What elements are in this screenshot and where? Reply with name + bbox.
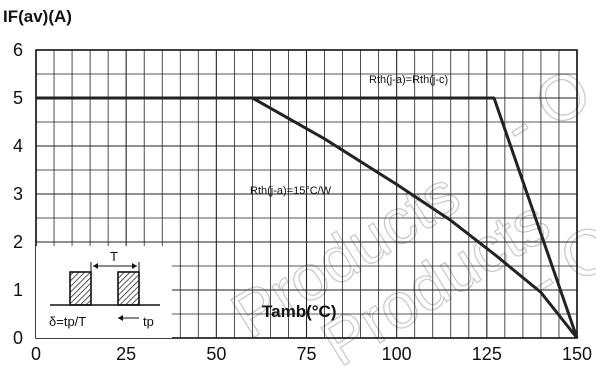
x-tick-25: 25 <box>116 344 136 364</box>
pulse-2 <box>117 271 140 306</box>
y-tick-5: 5 <box>13 88 23 108</box>
x-tick-0: 0 <box>31 344 41 364</box>
x-tick-125: 125 <box>472 344 502 364</box>
x-tick-labels: 0 25 50 75 100 125 150 <box>31 344 592 364</box>
period-label: T <box>110 249 118 264</box>
series-line-2 <box>36 96 579 339</box>
plot-frame <box>35 49 578 339</box>
x-tick-100: 100 <box>382 344 412 364</box>
pulse-width-arrow <box>118 315 123 321</box>
y-tick-2: 2 <box>13 232 23 252</box>
y-axis-label: IF(av)(A) <box>3 7 72 26</box>
y-tick-1: 1 <box>13 280 23 300</box>
series-group <box>36 96 579 339</box>
duty-cycle-label: δ=tp/T <box>49 314 86 329</box>
period-bracket <box>90 262 140 272</box>
x-axis-label: Tamb(°C) <box>262 302 336 321</box>
y-tick-labels: 0 1 2 3 4 5 6 <box>13 40 23 348</box>
y-tick-4: 4 <box>13 136 23 156</box>
y-tick-3: 3 <box>13 184 23 204</box>
series-label-rth-15: Rth(j-a)=15°C/W <box>250 185 332 197</box>
pulse-inset: T δ=tp/T tp <box>36 246 172 338</box>
pulse-width-label: tp <box>143 314 154 329</box>
period-arrow-right <box>132 263 137 269</box>
x-tick-50: 50 <box>206 344 226 364</box>
pulse-1 <box>69 271 92 306</box>
x-tick-150: 150 <box>562 344 592 364</box>
inset-background <box>36 246 172 338</box>
period-arrow-left <box>93 263 98 269</box>
series-label-rth-jc: Rth(j-a)=Rth(j-c) <box>369 74 448 86</box>
y-tick-6: 6 <box>13 40 23 60</box>
y-tick-0: 0 <box>13 328 23 348</box>
x-tick-75: 75 <box>296 344 316 364</box>
watermark: Products Products - O - O <box>219 53 596 369</box>
axes <box>35 49 578 339</box>
